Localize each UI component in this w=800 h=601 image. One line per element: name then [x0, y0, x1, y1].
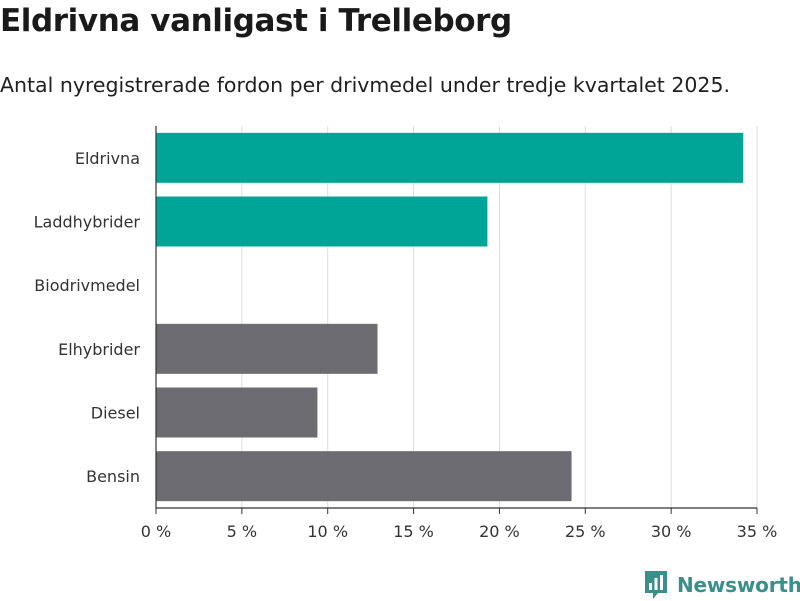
x-tick-label: 10 % [307, 522, 348, 541]
bar-laddhybrider [156, 196, 488, 247]
category-labels: Eldrivna Laddhybrider Biodrivmedel Elhybrid… [34, 149, 141, 486]
x-tick-label: 15 % [393, 522, 434, 541]
chart-subtitle: Antal nyregistrerade fordon per drivmede… [0, 73, 731, 97]
bar-eldrivna [156, 132, 744, 183]
category-label: Eldrivna [75, 149, 140, 168]
newsworthy-logo: Newsworthy [643, 569, 800, 601]
x-tick-label: 20 % [479, 522, 520, 541]
bar-elhybrider [156, 323, 378, 374]
bars [156, 132, 744, 502]
x-tick-label: 35 % [737, 522, 778, 541]
grid-lines [241, 126, 758, 508]
category-label: Diesel [91, 404, 140, 423]
bar-bensin [156, 451, 572, 502]
x-tick-label: 0 % [141, 522, 171, 541]
logo-text: Newsworthy [677, 573, 800, 597]
x-axis: 0 % 5 % 10 % 15 % 20 % 25 % 30 % 35 % [141, 126, 778, 541]
chart-title: Eldrivna vanligast i Trelleborg [0, 3, 512, 39]
newsworthy-chart-icon [645, 571, 667, 599]
category-label: Laddhybrider [34, 213, 141, 232]
bar-diesel [156, 387, 318, 438]
x-tick-label: 25 % [565, 522, 606, 541]
category-label: Biodrivmedel [34, 276, 140, 295]
category-label: Elhybrider [58, 340, 140, 359]
category-label: Bensin [86, 467, 140, 486]
x-tick-label: 5 % [227, 522, 257, 541]
x-tick-label: 30 % [651, 522, 692, 541]
